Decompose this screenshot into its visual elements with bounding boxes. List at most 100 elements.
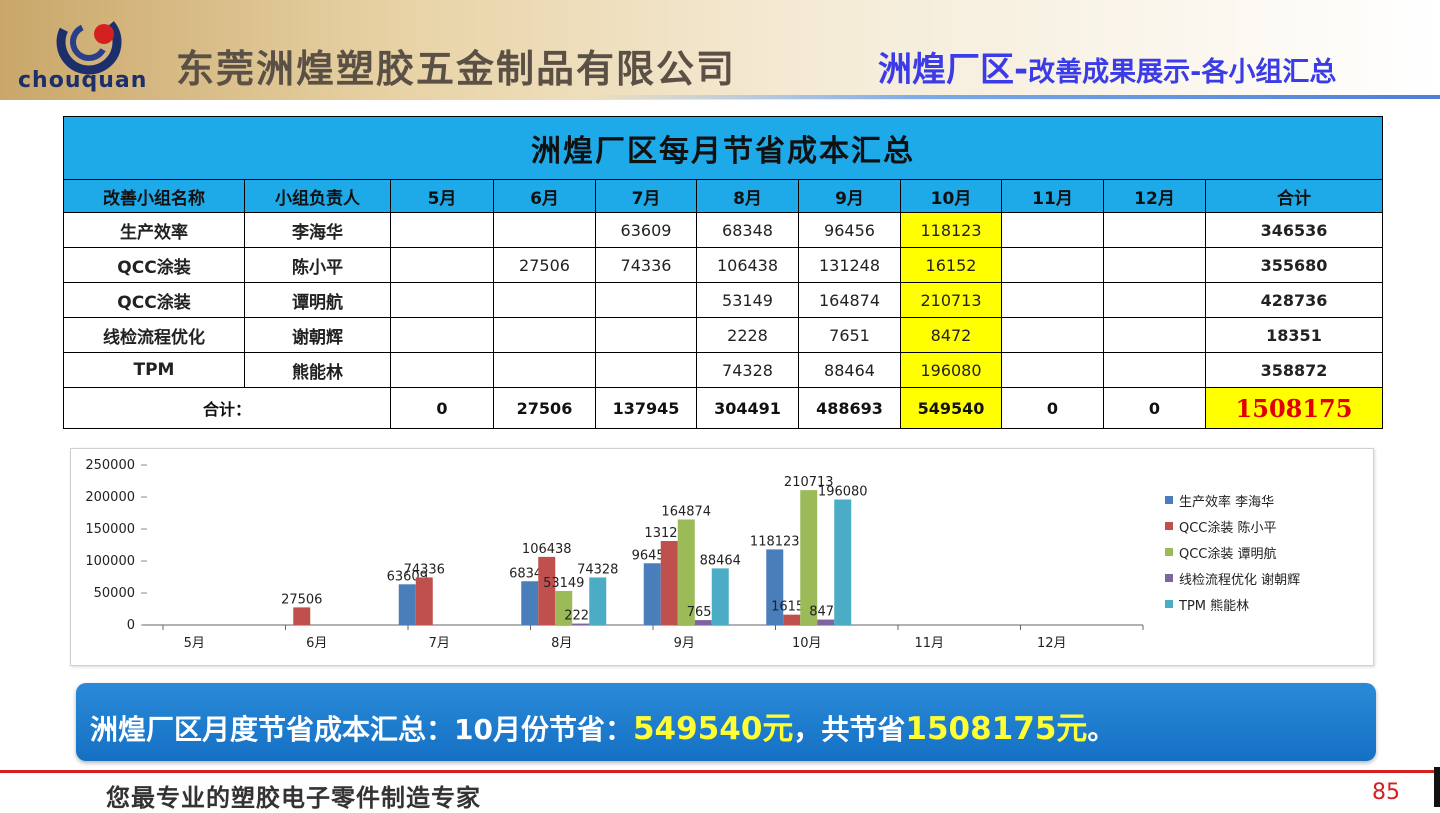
summary-suffix: 。	[1087, 713, 1116, 746]
page-number: 85	[1372, 780, 1400, 805]
group-name: 线检流程优化	[63, 317, 245, 353]
chart-bar	[293, 607, 311, 625]
legend-swatch	[1165, 600, 1173, 608]
summary-month-value: 549540元	[632, 711, 794, 747]
y-tick-label: 150000	[85, 522, 135, 537]
cell-m7	[595, 282, 697, 318]
cell-m11	[1001, 317, 1104, 353]
cell-total: 346536	[1205, 212, 1383, 248]
chart-bar	[572, 623, 590, 625]
cell-m10: 210713	[900, 282, 1002, 318]
total-m10: 549540	[900, 387, 1002, 429]
cell-m9: 88464	[798, 352, 901, 388]
x-tick-label: 12月	[1037, 636, 1067, 651]
cell-m8: 74328	[696, 352, 799, 388]
bar-value-label: 164874	[661, 504, 711, 519]
cell-total: 358872	[1205, 352, 1383, 388]
x-tick-label: 6月	[306, 636, 327, 651]
x-tick-label: 9月	[674, 636, 695, 651]
chart-bar	[660, 541, 678, 625]
group-leader: 熊能林	[244, 352, 391, 388]
cell-m12	[1103, 352, 1206, 388]
bar-value-label: 53149	[543, 576, 584, 591]
cell-m7	[595, 317, 697, 353]
legend-swatch	[1165, 522, 1173, 530]
corner-mark	[1434, 767, 1440, 807]
summary-middle: ，共节省	[793, 713, 906, 746]
cell-m12	[1103, 282, 1206, 318]
cell-m9: 131248	[798, 247, 901, 283]
header-rule	[590, 95, 1440, 99]
chart-canvas: 0 50000 100000 150000 200000 250000 5月 6月 7月 8月 9月…	[85, 458, 1144, 651]
chart-bar	[415, 577, 433, 625]
cell-m10: 118123	[900, 212, 1002, 248]
table-title: 洲煌厂区每月节省成本汇总	[63, 116, 1383, 180]
col-header: 12月	[1103, 179, 1206, 213]
cell-m11	[1001, 247, 1104, 283]
table-row: 生产效率 李海华 63609 68348 96456 118123 346536	[63, 212, 1383, 248]
group-leader: 陈小平	[244, 247, 391, 283]
cell-m8: 53149	[696, 282, 799, 318]
chart-bar	[694, 620, 712, 625]
footer-rule	[0, 770, 1440, 773]
summary-prefix: 洲煌厂区月度节省成本汇总：10月份节省：	[90, 713, 633, 746]
chart-bar	[589, 577, 607, 625]
legend-item: 线检流程优化 谢朝辉	[1165, 565, 1300, 591]
grand-total: 1508175	[1205, 387, 1383, 429]
cell-m8: 106438	[696, 247, 799, 283]
cell-m6	[493, 317, 596, 353]
footer-slogan: 您最专业的塑胶电子零件制造专家	[106, 783, 481, 812]
col-header: 10月	[900, 179, 1002, 213]
group-name: 生产效率	[63, 212, 245, 248]
group-name: QCC涂装	[63, 247, 245, 283]
cell-m5	[390, 247, 494, 283]
total-m11: 0	[1001, 387, 1104, 429]
cell-m12	[1103, 247, 1206, 283]
x-tick-label: 7月	[429, 636, 450, 651]
chart-bar	[677, 519, 695, 625]
company-name: 东莞洲煌塑胶五金制品有限公司	[176, 46, 737, 91]
cell-m6: 27506	[493, 247, 596, 283]
chart-bar	[538, 556, 556, 625]
legend-label: 生产效率 李海华	[1179, 494, 1275, 510]
cell-m7: 63609	[595, 212, 697, 248]
cell-m7	[595, 352, 697, 388]
col-header: 11月	[1001, 179, 1104, 213]
totals-label: 合计：	[63, 387, 391, 429]
bar-value-label: 196080	[818, 485, 868, 500]
legend-swatch	[1165, 548, 1173, 556]
cell-m8: 2228	[696, 317, 799, 353]
header-banner: chouquan 东莞洲煌塑胶五金制品有限公司 洲煌厂区-改善成果展示-各小组汇…	[0, 0, 1440, 100]
summary-total-value: 1508175元	[905, 711, 1088, 747]
col-header: 9月	[798, 179, 901, 213]
bar-value-label: 7651	[687, 605, 720, 620]
cell-m11	[1001, 282, 1104, 318]
cell-total: 18351	[1205, 317, 1383, 353]
legend-item: QCC涂装 谭明航	[1165, 539, 1300, 565]
summary-text: 洲煌厂区月度节省成本汇总：10月份节省：549540元，共节省1508175元。	[90, 703, 1115, 748]
x-tick-label: 10月	[792, 636, 822, 651]
legend-label: 线检流程优化 谢朝辉	[1179, 572, 1301, 588]
table-row: TPM 熊能林 74328 88464 196080 358872	[63, 352, 1383, 388]
bar-value-label: 8472	[809, 605, 842, 620]
col-header: 8月	[696, 179, 799, 213]
chart-bar	[800, 490, 818, 625]
legend-item: 生产效率 李海华	[1165, 487, 1300, 513]
total-m9: 488693	[798, 387, 901, 429]
table-header-row: 改善小组名称 小组负责人 5月 6月 7月 8月 9月 10月 11月 12月 …	[63, 179, 1383, 213]
bar-value-label: 210713	[784, 475, 834, 490]
table-row: 线检流程优化 谢朝辉 2228 7651 8472 18351	[63, 317, 1383, 353]
total-m8: 304491	[696, 387, 799, 429]
chart-legend: 生产效率 李海华 QCC涂装 陈小平 QCC涂装 谭明航 线检流程优化 谢朝辉 TPM …	[1165, 487, 1300, 617]
savings-chart: 0 50000 100000 150000 200000 250000 5月 6月 7月 8月 9月…	[70, 448, 1374, 666]
bar-value-label: 2228	[564, 609, 597, 624]
y-tick-label: 50000	[94, 586, 135, 601]
logo-wordmark: chouquan	[18, 68, 148, 93]
totals-row: 合计： 0 27506 137945 304491 488693 549540 …	[63, 387, 1383, 429]
group-leader: 李海华	[244, 212, 391, 248]
cell-m9: 96456	[798, 212, 901, 248]
cell-m5	[390, 352, 494, 388]
chart-bar	[521, 581, 539, 625]
cell-m6	[493, 212, 596, 248]
table-row: QCC涂装 陈小平 27506 74336 106438 131248 1615…	[63, 247, 1383, 283]
